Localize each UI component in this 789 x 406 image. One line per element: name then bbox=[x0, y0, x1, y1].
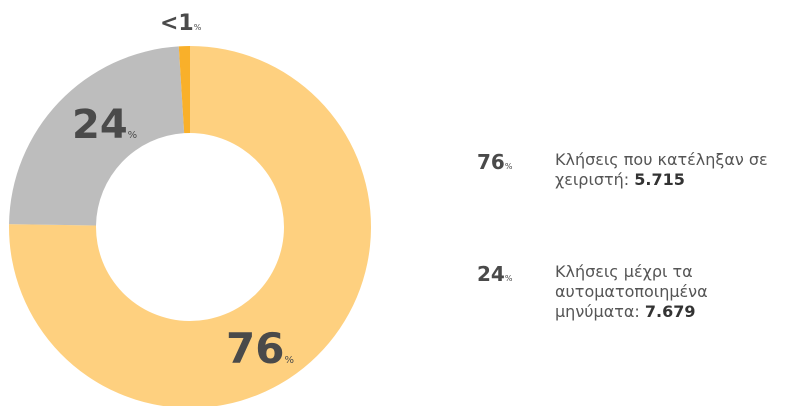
legend-percent-unit: % bbox=[504, 274, 513, 283]
slice-label-value: 24 bbox=[72, 102, 128, 148]
legend-percent: 76% bbox=[477, 150, 555, 190]
slice-label: <1% bbox=[160, 11, 202, 36]
legend-item: 24% Κλήσεις μέχρι τα αυτοματοποιημένα μην… bbox=[477, 262, 780, 322]
donut-slice bbox=[9, 46, 371, 406]
legend-label: Κλήσεις που κατέληξαν σε χειριστή: bbox=[555, 150, 768, 189]
legend-text: Κλήσεις που κατέληξαν σε χειριστή: 5.715 bbox=[555, 150, 780, 190]
slice-label: 24% bbox=[72, 102, 137, 148]
slice-label: 76% bbox=[226, 324, 294, 373]
slice-label-value: <1 bbox=[160, 11, 194, 36]
slice-label-unit: % bbox=[128, 130, 138, 141]
legend-percent-unit: % bbox=[504, 162, 513, 171]
legend-percent-value: 76 bbox=[477, 150, 505, 174]
legend-label: Κλήσεις μέχρι τα αυτοματοποιημένα μηνύμα… bbox=[555, 262, 708, 321]
legend-count: 5.715 bbox=[634, 170, 685, 189]
slice-label-unit: % bbox=[284, 355, 294, 366]
slice-label-unit: % bbox=[194, 23, 202, 32]
donut-slice bbox=[178, 46, 190, 134]
legend-count: 7.679 bbox=[644, 302, 696, 321]
legend-item: 76% Κλήσεις που κατέληξαν σε χειριστή: 5.… bbox=[477, 150, 780, 190]
donut-slice bbox=[9, 46, 185, 226]
slice-label-value: 76 bbox=[226, 324, 284, 373]
legend-percent: 24% bbox=[477, 262, 555, 322]
legend-text: Κλήσεις μέχρι τα αυτοματοποιημένα μηνύμα… bbox=[555, 262, 780, 322]
legend-percent-value: 24 bbox=[477, 262, 505, 286]
